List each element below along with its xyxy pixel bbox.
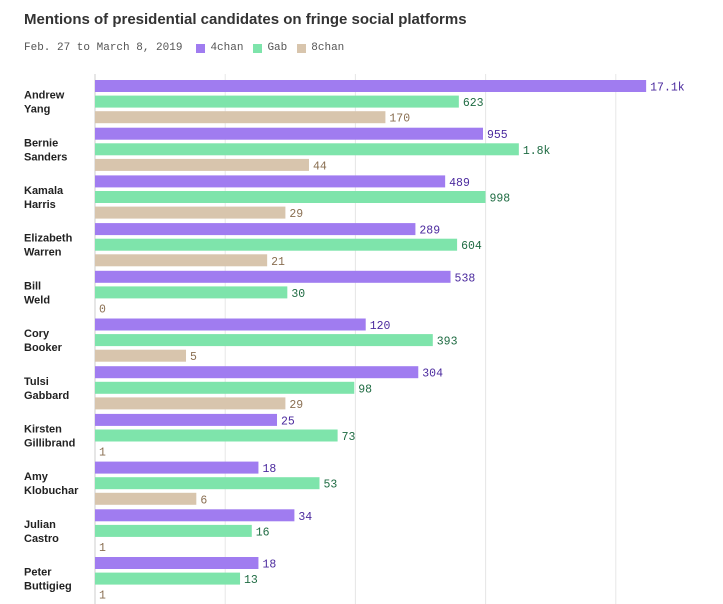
date-range-subtitle: Feb. 27 to March 8, 2019 xyxy=(24,42,183,54)
value-label: 120 xyxy=(370,320,391,333)
category-label: Bernie xyxy=(24,137,58,149)
category-label: Klobuchar xyxy=(24,485,79,497)
category-label: Peter xyxy=(24,567,52,579)
value-label: 73 xyxy=(342,431,356,444)
legend-item-gab: Gab xyxy=(253,42,287,54)
value-label: 289 xyxy=(419,225,440,238)
value-label: 30 xyxy=(291,288,305,301)
value-label: 393 xyxy=(437,336,458,349)
bar-gab xyxy=(95,143,519,156)
value-label: 53 xyxy=(324,479,338,492)
category-label: Amy xyxy=(24,471,49,483)
value-label: 1 xyxy=(99,447,106,460)
bar-8chan xyxy=(95,397,286,410)
legend-swatch-4chan xyxy=(196,43,206,53)
legend-item-4chan: 4chan xyxy=(196,42,243,54)
value-label: 16 xyxy=(256,526,270,539)
bar-gab xyxy=(95,429,338,442)
bar-8chan xyxy=(95,206,286,219)
bar-4chan xyxy=(95,270,451,283)
value-label: 34 xyxy=(298,511,312,524)
value-label: 304 xyxy=(422,368,443,381)
bar-4chan xyxy=(95,557,259,569)
category-label: Gabbard xyxy=(24,390,69,402)
bar-8chan xyxy=(95,349,187,362)
category-label: Bill xyxy=(24,280,41,292)
value-label: 998 xyxy=(489,193,510,206)
bar-8chan xyxy=(95,111,386,124)
value-label: 44 xyxy=(313,160,327,173)
chart-title: Mentions of presidential candidates on f… xyxy=(24,11,467,28)
category-label: Andrew xyxy=(24,90,65,102)
bar-gab xyxy=(95,524,252,537)
bar-4chan xyxy=(95,127,484,140)
legend-swatch-gab xyxy=(253,43,263,53)
legend-swatch-8chan xyxy=(297,43,307,53)
bar-4chan xyxy=(95,318,366,331)
value-label: 29 xyxy=(289,208,303,221)
legend-label-8chan: 8chan xyxy=(311,42,345,54)
legend-label-gab: Gab xyxy=(267,42,288,54)
value-label: 29 xyxy=(289,399,303,412)
legend-item-8chan: 8chan xyxy=(297,42,344,54)
value-label: 0 xyxy=(99,304,106,317)
bar-4chan xyxy=(95,223,416,236)
bar-4chan xyxy=(95,175,446,188)
category-label: Buttigieg xyxy=(24,581,72,593)
value-label: 13 xyxy=(244,574,258,587)
value-label: 98 xyxy=(358,383,372,396)
category-label: Sanders xyxy=(24,151,67,163)
value-label: 489 xyxy=(449,177,470,190)
value-label: 17.1k xyxy=(650,82,685,95)
bar-gab xyxy=(95,238,458,251)
category-label: Weld xyxy=(24,294,50,306)
category-label: Booker xyxy=(24,342,63,354)
bar-4chan xyxy=(95,461,259,474)
category-label: Harris xyxy=(24,199,56,211)
bar-8chan xyxy=(95,254,268,267)
value-label: 1 xyxy=(99,590,106,603)
value-label: 538 xyxy=(455,272,476,285)
bar-8chan xyxy=(95,158,309,171)
bar-4chan xyxy=(95,509,295,522)
bar-4chan xyxy=(95,413,278,426)
bar-gab xyxy=(95,191,486,203)
bar-gab xyxy=(95,334,433,347)
value-label: 21 xyxy=(271,256,285,269)
category-label: Cory xyxy=(24,328,50,340)
value-label: 6 xyxy=(200,494,207,507)
category-label: Tulsi xyxy=(24,376,49,388)
legend: Feb. 27 to March 8, 2019 4chan Gab 8chan xyxy=(24,40,354,56)
value-label: 1.8k xyxy=(523,145,551,158)
category-label: Kamala xyxy=(24,185,64,197)
value-label: 5 xyxy=(190,351,197,364)
value-label: 955 xyxy=(487,129,508,142)
bar-gab xyxy=(95,95,459,108)
bar-4chan xyxy=(95,80,647,92)
category-label: Julian xyxy=(24,519,56,531)
legend-label-4chan: 4chan xyxy=(210,42,244,54)
bar-gab xyxy=(95,477,320,490)
category-label: Gillibrand xyxy=(24,438,75,450)
category-label: Warren xyxy=(24,247,62,259)
bar-gab xyxy=(95,286,288,299)
category-label: Yang xyxy=(24,104,50,116)
bar-gab xyxy=(95,572,241,585)
bar-gab xyxy=(95,381,355,394)
value-label: 18 xyxy=(262,559,276,572)
bar-8chan xyxy=(95,492,197,505)
value-label: 25 xyxy=(281,415,295,428)
value-label: 623 xyxy=(463,97,484,110)
value-label: 604 xyxy=(461,240,482,253)
category-label: Kirsten xyxy=(24,424,62,436)
bar-4chan xyxy=(95,366,419,379)
value-label: 18 xyxy=(262,463,276,476)
value-label: 170 xyxy=(389,113,410,126)
value-label: 1 xyxy=(99,542,106,555)
category-label: Elizabeth xyxy=(24,233,73,245)
category-label: Castro xyxy=(24,533,59,545)
